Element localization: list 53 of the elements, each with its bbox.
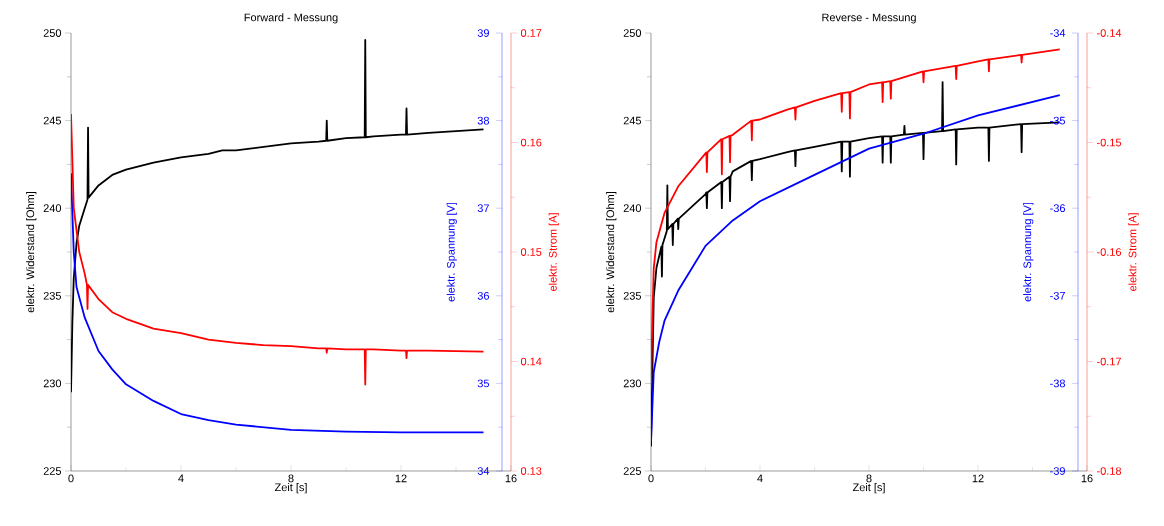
x-tick-label: 12 (972, 474, 984, 483)
y2-axis-title: elektr. Spannung [V] (1023, 202, 1034, 302)
y-tick-label: 225 (623, 467, 642, 475)
x-tick-label: 4 (757, 474, 763, 483)
y-tick-label: 245 (623, 116, 642, 125)
y2-tick-label: 35 (477, 379, 490, 388)
y-tick-label: 235 (43, 291, 62, 300)
y-axis-title: elektr. Widerstand [Ohm] (26, 191, 37, 313)
y-tick-label: 240 (623, 204, 642, 213)
chart-title: Reverse - Messung (822, 13, 916, 24)
x-tick-label: 4 (178, 474, 184, 483)
y-tick-label: 225 (43, 467, 62, 475)
y-tick-label: 245 (43, 116, 62, 125)
y2-tick-label: 34 (477, 467, 490, 475)
y3-tick-label: 0.15 (520, 248, 542, 256)
y2-tick-label: 39 (477, 29, 489, 37)
y3-tick-label: -0.15 (1097, 138, 1122, 147)
y3-tick-label: -0.17 (1097, 357, 1121, 366)
x-tick-label: 16 (505, 474, 517, 483)
y2-axis-title: elektr. Spannung [V] (446, 202, 457, 302)
y-tick-label: 230 (43, 379, 62, 388)
x-axis-title: Zeit [s] (852, 483, 885, 494)
y-tick-label: 250 (623, 29, 642, 37)
x-tick-label: 16 (1081, 474, 1093, 483)
y2-tick-label: 37 (477, 204, 489, 213)
y-tick-label: 240 (43, 204, 62, 213)
y2-tick-label: 36 (477, 291, 489, 300)
y3-axis-title: elektr. Strom [A] (548, 213, 559, 292)
y3-tick-label: -0.18 (1097, 467, 1122, 475)
y-tick-label: 250 (43, 29, 62, 37)
x-tick-label: 8 (866, 474, 872, 483)
y2-tick-label: -38 (1050, 379, 1066, 388)
x-axis-title: Zeit [s] (274, 483, 307, 494)
x-tick-label: 12 (395, 474, 407, 483)
y3-tick-label: -0.14 (1097, 29, 1122, 37)
y2-tick-label: -37 (1050, 291, 1065, 300)
y2-tick-label: 38 (477, 116, 489, 125)
y2-tick-label: -34 (1050, 29, 1066, 37)
y2-tick-label: -36 (1050, 204, 1066, 213)
y3-tick-label: -0.16 (1097, 248, 1122, 256)
y3-tick-label: 0.16 (520, 138, 542, 147)
y3-axis-title: elektr. Strom [A] (1128, 213, 1139, 292)
x-tick-label: 8 (288, 474, 294, 483)
chart-title: Forward - Messung (244, 13, 338, 24)
y-tick-label: 230 (623, 379, 642, 388)
y2-tick-label: -39 (1050, 467, 1065, 475)
x-tick-label: 0 (648, 474, 654, 483)
x-tick-label: 0 (68, 474, 74, 483)
y3-tick-label: 0.13 (520, 467, 542, 475)
y3-tick-label: 0.14 (520, 357, 542, 366)
y-tick-label: 235 (623, 291, 642, 300)
y3-tick-label: 0.17 (520, 29, 542, 37)
y-axis-title: elektr. Widerstand [Ohm] (606, 191, 617, 313)
